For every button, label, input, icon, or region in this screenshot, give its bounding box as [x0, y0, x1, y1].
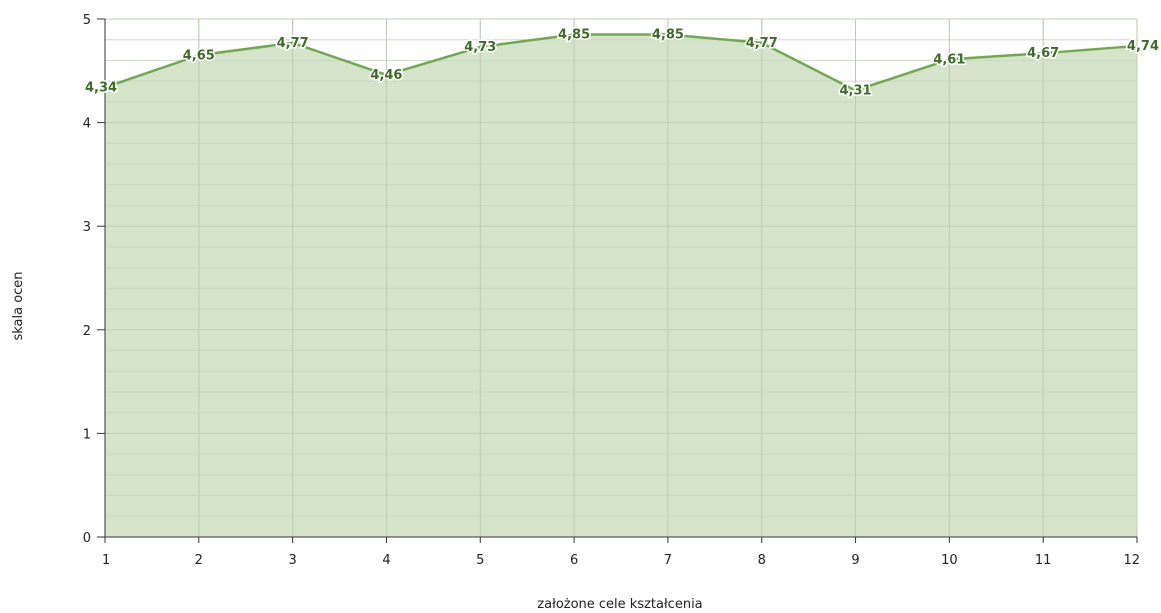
x-tick-label: 11	[1035, 553, 1052, 568]
x-tick-label: 10	[941, 553, 958, 568]
x-tick-label: 3	[288, 553, 296, 568]
data-label: 4,85	[652, 28, 684, 43]
series-line	[104, 33, 1138, 92]
y-tick-label: 3	[83, 220, 91, 235]
x-tick-label: 7	[664, 553, 672, 568]
x-tick-label: 8	[758, 553, 766, 568]
y-axis-title: skala ocen	[11, 271, 26, 340]
x-axis-title: założone cele kształcenia	[537, 597, 702, 612]
data-label: 4,67	[1027, 46, 1059, 61]
data-label: 4,46	[370, 68, 402, 83]
y-tick-label: 5	[83, 13, 91, 28]
data-label: 4,74	[1127, 39, 1159, 54]
y-tick-label: 0	[83, 531, 91, 546]
axes	[97, 18, 1138, 543]
x-tick-label: 2	[195, 553, 203, 568]
y-tick-label: 2	[83, 324, 91, 339]
x-tick-label: 5	[476, 553, 484, 568]
data-labels: 4,34 4,65 4,77 4,46 4,73 4,85 4,85 4,77 4,31 4,61…	[84, 26, 1161, 100]
series-area	[105, 34, 1137, 537]
data-label: 4,61	[933, 52, 965, 67]
y-tick-label: 1	[83, 427, 91, 442]
data-label: 4,77	[277, 36, 309, 51]
x-tick-label: 4	[382, 553, 390, 568]
data-label: 4,65	[183, 48, 215, 63]
data-label: 4,85	[558, 28, 590, 43]
data-label: 4,73	[464, 40, 496, 55]
area-layer	[104, 18, 1138, 537]
y-tick-label: 4	[83, 117, 91, 132]
data-label: 4,31	[840, 83, 872, 98]
x-tick-label: 9	[851, 553, 859, 568]
x-tick-label: 12	[1123, 553, 1140, 568]
x-tick-label: 1	[102, 553, 110, 568]
x-tick-label: 6	[570, 553, 578, 568]
data-label: 4,77	[746, 36, 778, 51]
data-label: 4,34	[85, 80, 117, 95]
